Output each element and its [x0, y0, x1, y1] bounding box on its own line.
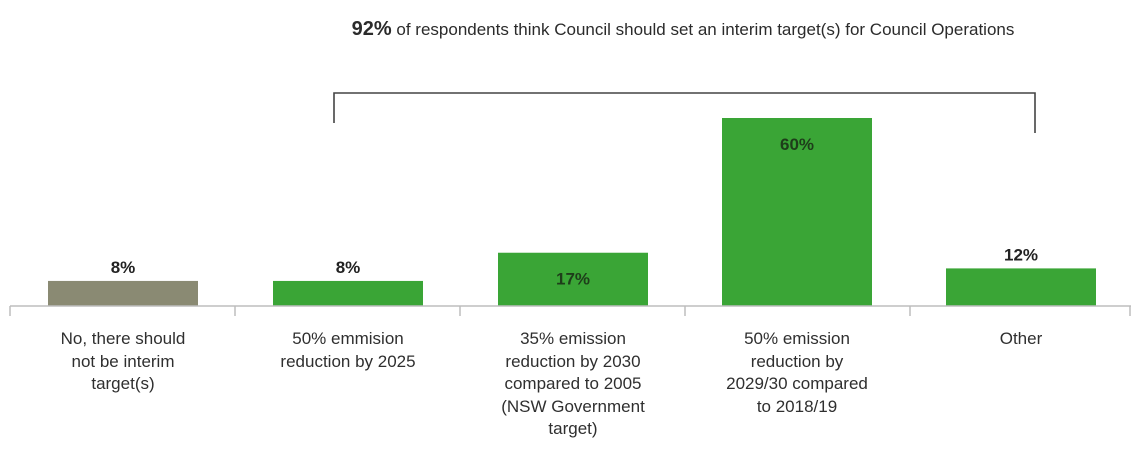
bar-value-label-1: 8% [111, 258, 136, 277]
category-label-2-line-1: 50% emmision [292, 329, 404, 348]
category-label-3-line-4: (NSW Government [501, 396, 645, 416]
chart-annotation: 92% of respondents think Council should … [330, 16, 1036, 43]
category-label-5: Other [910, 328, 1131, 351]
annotation-highlight: 92% [351, 18, 392, 40]
category-label-4-line-4: to 2018/19 [756, 396, 838, 416]
bar-value-label-2: 8% [336, 258, 361, 277]
category-label-3-line-2: reduction by 2030 [505, 351, 641, 371]
annotation-text: of respondents think Council should set … [396, 20, 1015, 39]
bracket-line [333, 92, 1036, 133]
bar-3 [498, 252, 648, 306]
category-label-1-line-2: not be interim [71, 351, 175, 371]
category-label-3-line-1: 35% emission [520, 329, 626, 348]
category-label-4-line-2: reduction by [750, 351, 844, 371]
bar-4 [722, 118, 872, 306]
category-label-2: 50% emmision reduction by 2025 [237, 328, 459, 373]
bar-5 [946, 268, 1096, 306]
category-label-3-line-3: compared to 2005 [504, 374, 642, 393]
category-label-5-line-1: Other [999, 329, 1043, 348]
category-label-3: 35% emission reduction by 2030 compared to… [462, 328, 684, 441]
bar-1 [48, 280, 198, 306]
bar-value-label-4: 60% [780, 135, 814, 154]
category-label-4-line-3: 2029/30 compared [726, 374, 868, 393]
category-label-1-line-1: No, there should [60, 329, 186, 348]
category-label-1: No, there should not be interim target(s) [12, 328, 234, 396]
category-label-1-line-3: target(s) [91, 374, 155, 393]
category-label-2-line-2: reduction by 2025 [280, 351, 416, 371]
bar-value-label-3: 17% [556, 270, 590, 289]
category-label-3-line-5: target) [548, 419, 598, 438]
category-label-4: 50% emission reduction by 2029/30 compared… [686, 328, 908, 418]
category-label-4-line-1: 50% emission [744, 329, 850, 348]
bar-2 [273, 280, 423, 306]
bar-value-label-5: 12% [1004, 245, 1038, 264]
